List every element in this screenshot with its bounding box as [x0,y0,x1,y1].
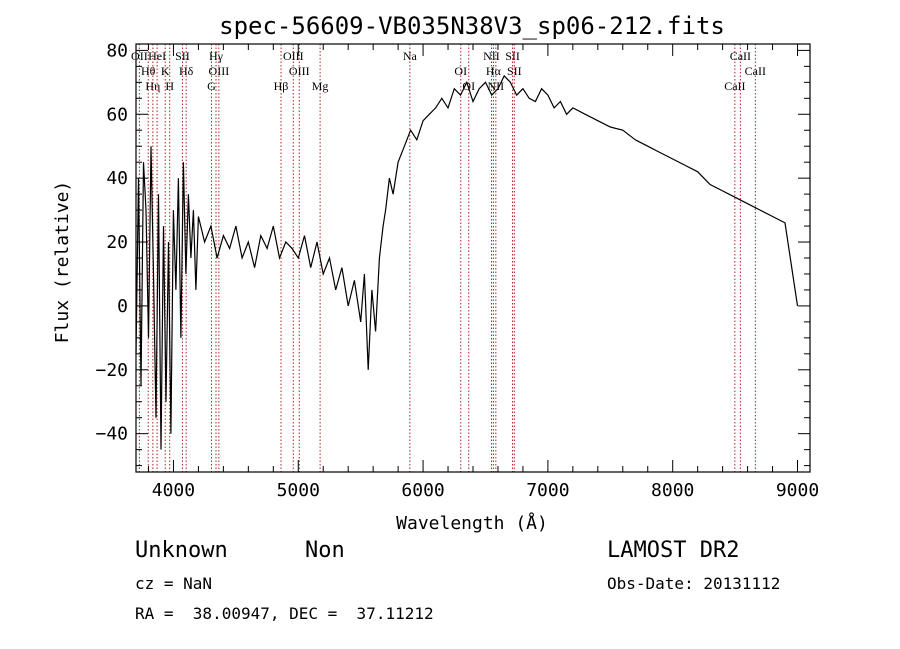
spectral-line-label: Hθ [141,64,156,78]
spectral-line-label: OI [462,79,475,93]
spectral-line-label: Hη [145,79,160,93]
x-tick-label: 9000 [776,480,819,501]
x-tick-label: 4000 [152,480,195,501]
spectral-line-label: OIII [289,64,310,78]
spectral-line-label: HeI [148,49,166,63]
spectral-line-label: CaII [745,64,766,78]
spectral-line-label: Mg [312,79,329,93]
survey-label: LAMOST DR2 [607,538,740,563]
spectral-line-label: H [165,79,174,93]
spectral-line-label: OIII [283,49,304,63]
y-tick-label: 40 [106,168,128,189]
plot-frame [135,43,811,473]
plot-area: OIIHθHηHeIKHSIIHδGHγOIIIHβOIIIOIIIMgNaOI… [95,40,819,501]
spectrum-line [135,74,799,450]
spectral-line-label: OII [131,49,148,63]
spectral-line-label: NII [483,49,500,63]
y-axis-label: Flux (relative) [52,181,73,344]
spectral-line-label: OIII [209,64,230,78]
spectral-line-label: NII [488,79,505,93]
spectral-line-label: OI [454,64,467,78]
coordinates-text: RA = 38.00947, DEC = 37.11212 [135,604,434,623]
spectral-line-label: CaII [724,79,745,93]
spectral-line-label: Hγ [209,49,224,63]
object-subclass: Non [305,538,345,563]
spectral-line-label: SII [507,64,522,78]
y-tick-label: −40 [95,424,128,445]
spectral-line-label: Hα [486,64,502,78]
y-tick-label: 60 [106,104,128,125]
spectral-line-label: SII [175,49,190,63]
y-tick-label: 0 [117,296,128,317]
y-tick-label: −20 [95,360,128,381]
spectral-line-label: G [207,79,216,93]
object-class: Unknown [135,538,228,563]
x-axis-label: Wavelength (Å) [396,512,548,534]
y-tick-label: 80 [106,40,128,61]
obs-date-text: Obs-Date: 20131112 [607,574,781,593]
x-tick-label: 6000 [401,480,444,501]
spectral-line-label: K [161,64,170,78]
x-tick-label: 5000 [277,480,320,501]
spectral-line-label: Na [403,49,418,63]
chart-title: spec-56609-VB035N38V3_sp06-212.fits [219,12,725,40]
redshift-text: cz = NaN [135,574,213,593]
spectral-line-label: CaII [730,49,751,63]
x-tick-label: 7000 [526,480,569,501]
spectral-line-label: SII [505,49,520,63]
spectral-line-label: Hβ [274,79,289,93]
spectral-line-label: Hδ [179,64,194,78]
y-tick-label: 20 [106,232,128,253]
x-tick-label: 8000 [651,480,694,501]
